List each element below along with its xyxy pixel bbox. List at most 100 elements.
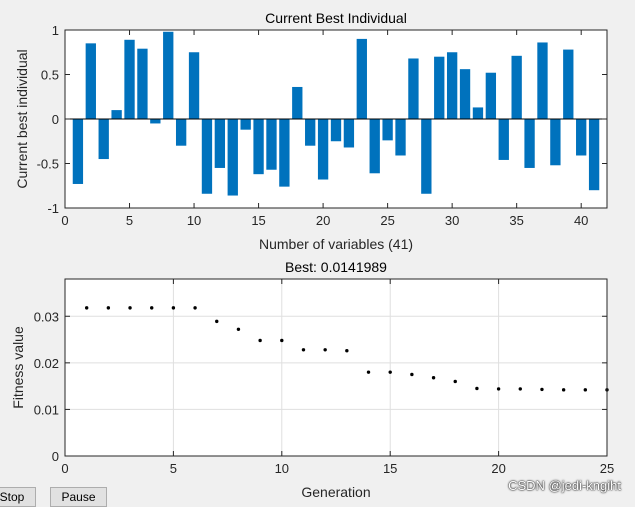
fitness-point-24 <box>583 388 588 392</box>
fitness-point-18 <box>453 379 457 384</box>
bar-chart-y-tick-label: 0 <box>52 112 59 127</box>
bar-29 <box>434 56 445 119</box>
bar-5 <box>124 39 135 119</box>
fitness-point-6 <box>193 306 197 310</box>
fitness-chart-x-tick-label: 20 <box>491 461 505 476</box>
fitness-chart-ylabel: Fitness value <box>10 326 26 409</box>
bar-15 <box>253 119 264 175</box>
bar-35 <box>511 55 522 119</box>
bar-chart-x-tick-label: 20 <box>316 213 330 228</box>
fitness-point-5 <box>171 306 176 310</box>
fitness-chart-y-tick-label: 0.03 <box>34 309 59 324</box>
fitness-chart-x-tick-label: 0 <box>61 461 68 476</box>
bar-2 <box>85 43 96 119</box>
fitness-chart-title: Best: 0.0141989 <box>285 259 387 275</box>
bar-chart-x-tick-label: 15 <box>251 213 265 228</box>
bar-19 <box>305 119 316 146</box>
watermark: CSDN @jedi-kngiht <box>508 478 621 493</box>
fitness-point-12 <box>323 348 327 352</box>
bar-26 <box>395 119 406 156</box>
bar-28 <box>421 119 432 194</box>
bar-9 <box>175 119 187 146</box>
bar-17 <box>279 119 290 187</box>
bar-37 <box>537 42 548 119</box>
fitness-chart-x-tick-label: 10 <box>275 461 289 476</box>
bar-12 <box>214 119 226 168</box>
bar-40 <box>576 119 587 156</box>
fitness-point-9 <box>258 338 262 343</box>
fitness-point-17 <box>431 376 436 380</box>
bar-33 <box>485 72 497 119</box>
bar-chart-y-tick-label: -0.5 <box>37 157 59 172</box>
bar-38 <box>550 119 561 166</box>
bar-8 <box>163 31 174 120</box>
fitness-point-8 <box>236 327 241 332</box>
fitness-chart-x-tick-label: 5 <box>170 461 177 476</box>
bar-chart-y-tick-label: 0.5 <box>41 68 59 83</box>
bar-4 <box>111 110 122 119</box>
fitness-point-19 <box>475 386 479 391</box>
fitness-point-20 <box>496 387 501 391</box>
fitness-chart-y-tick-label: 0.01 <box>34 402 59 417</box>
bar-25 <box>382 119 393 141</box>
bar-22 <box>343 119 355 148</box>
bar-chart-x-tick-label: 25 <box>380 213 394 228</box>
bar-1 <box>72 119 84 184</box>
stop-button[interactable]: Stop <box>0 487 36 507</box>
fitness-point-10 <box>280 338 284 343</box>
bar-34 <box>498 119 509 160</box>
fitness-point-7 <box>215 319 219 324</box>
bar-30 <box>446 52 458 119</box>
fitness-point-16 <box>410 372 414 377</box>
bar-32 <box>472 107 484 119</box>
bar-10 <box>188 52 200 119</box>
fitness-chart-xlabel: Generation <box>301 484 370 500</box>
fitness-chart-x-tick-label: 15 <box>383 461 397 476</box>
bar-13 <box>227 119 238 196</box>
bar-27 <box>408 58 419 119</box>
bar-39 <box>563 49 574 119</box>
fitness-chart-y-tick-label: 0 <box>52 449 59 464</box>
fitness-chart-x-tick-label: 25 <box>600 461 614 476</box>
fitness-point-15 <box>388 370 392 374</box>
bar-chart-x-tick-label: 5 <box>126 213 133 228</box>
bar-24 <box>369 119 380 174</box>
fitness-point-4 <box>150 306 154 310</box>
fitness-chart-y-tick-label: 0.02 <box>34 356 59 371</box>
bar-31 <box>459 69 471 119</box>
fitness-chart-axes-box <box>64 278 608 457</box>
bar-16 <box>266 119 277 170</box>
fitness-point-13 <box>345 349 349 353</box>
bar-7 <box>150 119 161 124</box>
pause-button[interactable]: Pause <box>50 487 107 507</box>
fitness-point-22 <box>540 387 544 392</box>
fitness-point-23 <box>561 388 566 392</box>
bar-chart-ylabel: Current best individual <box>14 49 30 188</box>
bar-chart-y-tick-label: 1 <box>52 23 59 38</box>
fitness-point-14 <box>366 370 371 374</box>
bar-21 <box>330 119 342 142</box>
bar-chart-x-tick-label: 10 <box>187 213 201 228</box>
bar-14 <box>240 119 251 130</box>
fitness-chart-plot-area <box>65 279 607 456</box>
bar-chart-y-tick-label: -1 <box>47 201 59 216</box>
bar-11 <box>201 119 213 194</box>
bar-chart-x-tick-label: 30 <box>445 213 459 228</box>
fitness-point-21 <box>518 387 522 391</box>
bar-18 <box>292 86 303 119</box>
bar-chart-title: Current Best Individual <box>265 10 407 26</box>
bar-chart-x-tick-label: 40 <box>574 213 588 228</box>
bar-36 <box>524 119 535 168</box>
bar-3 <box>98 119 109 160</box>
bar-chart-x-tick-label: 35 <box>509 213 523 228</box>
bar-41 <box>588 119 600 191</box>
bar-20 <box>317 119 329 180</box>
fitness-point-11 <box>301 348 306 352</box>
fitness-point-2 <box>106 306 111 310</box>
fitness-point-3 <box>128 306 132 310</box>
bar-6 <box>137 48 148 119</box>
fitness-point-1 <box>84 306 89 310</box>
bar-23 <box>356 38 367 119</box>
bar-chart-xlabel: Number of variables (41) <box>259 236 413 252</box>
